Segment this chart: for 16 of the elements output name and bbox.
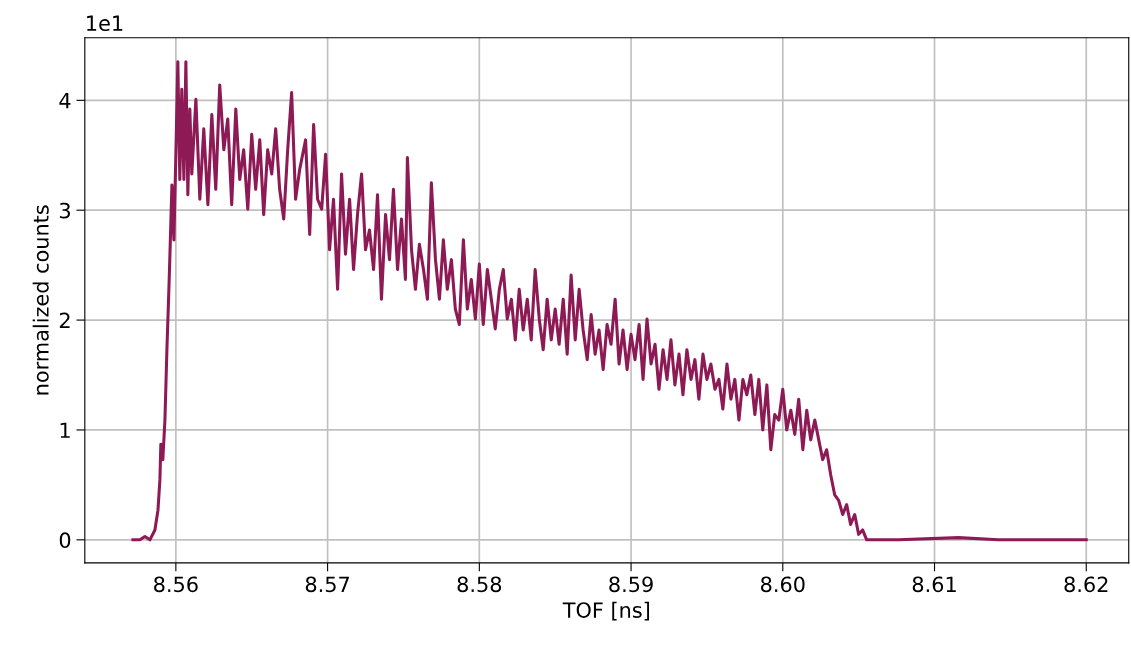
y-tick-label: 2 bbox=[59, 312, 70, 328]
x-axis-title: TOF [ns] bbox=[562, 601, 650, 621]
x-tick-label: 8.57 bbox=[305, 576, 350, 593]
y-tick-label: 3 bbox=[59, 202, 70, 219]
x-tick-label: 8.61 bbox=[912, 576, 956, 593]
text: 1e1 bbox=[87, 15, 123, 32]
y-tick-label: 4 bbox=[59, 93, 71, 109]
x-tick-label: 8.59 bbox=[609, 576, 653, 593]
line-series bbox=[131, 60, 1088, 542]
y-tick-label: 0 bbox=[59, 532, 71, 549]
x-tick-label: 8.56 bbox=[154, 576, 198, 593]
y-tick-label: 1 bbox=[60, 422, 70, 438]
x-tick-label: 8.60 bbox=[761, 576, 805, 593]
y-axis-title: normalized counts bbox=[32, 205, 49, 395]
x-tick-label: 8.62 bbox=[1064, 576, 1108, 593]
x-tick-label: 8.58 bbox=[457, 576, 502, 593]
